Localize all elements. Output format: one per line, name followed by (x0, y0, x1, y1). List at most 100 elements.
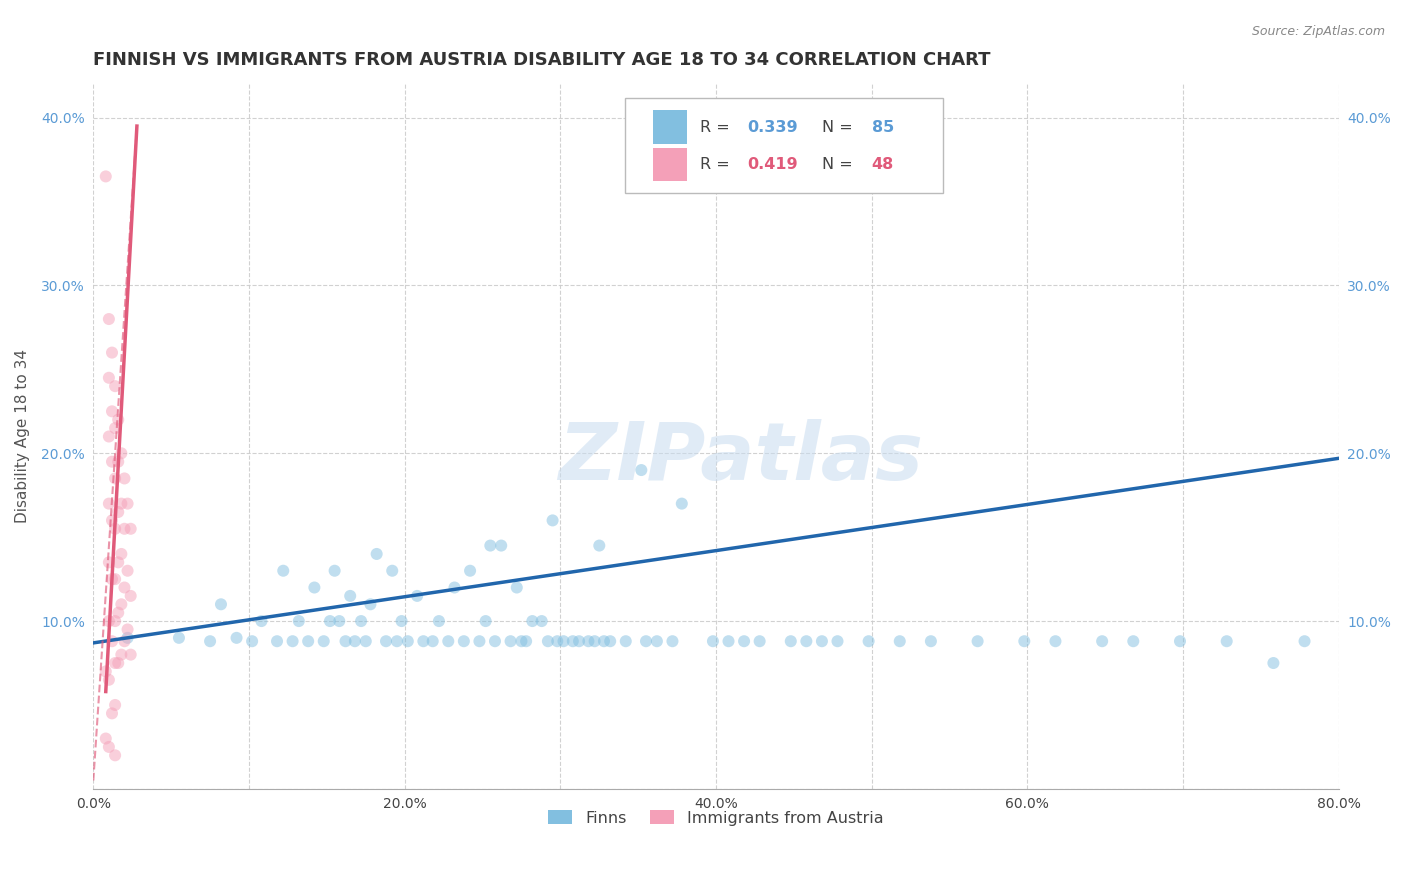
Point (1091, 634, 1114, 648)
Point (530, 614, 553, 628)
Point (167, 631, 190, 645)
Point (593, 634, 616, 648)
Text: N =: N = (823, 157, 858, 172)
Point (515, 634, 537, 648)
Point (645, 634, 668, 648)
Text: N =: N = (823, 120, 858, 135)
Point (339, 589, 361, 603)
Point (104, 748, 127, 763)
Point (335, 634, 357, 648)
Point (422, 634, 444, 648)
Point (209, 597, 232, 611)
Point (717, 634, 740, 648)
Point (114, 522, 136, 536)
Point (614, 634, 637, 648)
Point (110, 648, 132, 662)
Point (661, 634, 683, 648)
Point (479, 539, 502, 553)
Point (499, 634, 522, 648)
Point (920, 634, 942, 648)
Point (489, 539, 512, 553)
Point (366, 547, 388, 561)
Point (101, 572, 124, 586)
Point (101, 404, 124, 418)
Point (94, 169, 117, 184)
Point (381, 564, 404, 578)
Point (510, 634, 533, 648)
Point (107, 455, 129, 469)
Point (94, 665, 117, 679)
Point (107, 505, 129, 519)
Point (110, 497, 132, 511)
Point (359, 597, 381, 611)
Point (104, 471, 127, 485)
Point (107, 606, 129, 620)
Point (458, 564, 481, 578)
Point (297, 634, 319, 648)
Point (304, 581, 326, 595)
Point (271, 564, 294, 578)
Point (702, 634, 724, 648)
FancyBboxPatch shape (626, 98, 943, 194)
Point (97, 614, 120, 628)
FancyBboxPatch shape (652, 111, 688, 145)
Point (120, 522, 142, 536)
Point (110, 446, 132, 460)
Point (266, 634, 288, 648)
Point (1168, 634, 1191, 648)
Point (104, 614, 127, 628)
Text: 0.419: 0.419 (747, 157, 797, 172)
Point (1263, 656, 1285, 670)
Point (120, 648, 142, 662)
Point (858, 634, 880, 648)
Text: 0.339: 0.339 (747, 120, 797, 135)
Text: ZIPatlas: ZIPatlas (558, 418, 924, 497)
Point (966, 634, 988, 648)
Point (396, 634, 419, 648)
Point (97, 371, 120, 385)
Point (576, 634, 599, 648)
Point (319, 614, 342, 628)
Point (97, 497, 120, 511)
Point (1122, 634, 1144, 648)
Point (107, 656, 129, 670)
Point (328, 614, 350, 628)
Point (583, 634, 606, 648)
Point (288, 614, 311, 628)
Point (117, 497, 139, 511)
Point (114, 471, 136, 485)
Point (385, 634, 408, 648)
Point (484, 634, 506, 648)
Text: FINNISH VS IMMIGRANTS FROM AUSTRIA DISABILITY AGE 18 TO 34 CORRELATION CHART: FINNISH VS IMMIGRANTS FROM AUSTRIA DISAB… (93, 51, 991, 69)
Point (104, 698, 127, 712)
FancyBboxPatch shape (652, 147, 688, 181)
Point (110, 597, 132, 611)
Point (427, 614, 450, 628)
Point (101, 513, 124, 527)
Point (104, 572, 127, 586)
Point (437, 634, 460, 648)
Legend: Finns, Immigrants from Austria: Finns, Immigrants from Austria (540, 802, 891, 834)
Point (553, 634, 575, 648)
Point (104, 656, 127, 670)
Point (375, 634, 398, 648)
Point (104, 522, 127, 536)
Point (104, 421, 127, 435)
Point (541, 513, 564, 527)
Point (599, 634, 621, 648)
Point (107, 555, 129, 569)
Point (354, 634, 377, 648)
Text: 85: 85 (872, 120, 894, 135)
Point (796, 634, 818, 648)
Point (412, 634, 434, 648)
Point (114, 581, 136, 595)
Point (250, 614, 273, 628)
Point (1045, 634, 1067, 648)
Point (733, 634, 755, 648)
Point (97, 312, 120, 326)
Point (97, 739, 120, 754)
Point (97, 429, 120, 443)
Point (453, 634, 475, 648)
Point (101, 706, 124, 721)
Point (634, 634, 657, 648)
